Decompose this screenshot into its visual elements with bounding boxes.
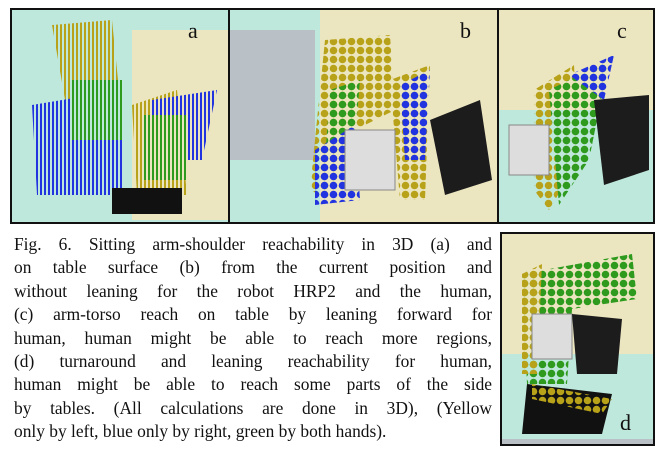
panel-label: a <box>188 18 198 44</box>
human <box>572 314 622 374</box>
panel-label: c <box>617 18 627 44</box>
box <box>345 130 395 190</box>
caption: Fig. 6. Sitting arm-shoulder reachabilit… <box>14 233 492 444</box>
page: a b c d Fig. 6. Sitting arm-shoulder rea… <box>0 0 658 449</box>
caption-line: human, human might be able to reach more… <box>14 327 492 350</box>
panel-label: d <box>620 410 631 436</box>
reach-green <box>72 80 122 140</box>
caption-line: by tables. (All calculations are done in… <box>14 397 492 420</box>
panel-b: b <box>228 8 499 224</box>
scene-b <box>230 10 499 224</box>
panel-a: a <box>10 8 230 224</box>
box <box>509 125 549 175</box>
caption-line: human might be able to reach some parts … <box>14 373 492 396</box>
object <box>112 188 182 214</box>
robot <box>230 30 315 160</box>
caption-line: (c) arm-torso reach on table by leaning … <box>14 303 492 326</box>
caption-line: only by left, blue only by right, green … <box>14 420 492 443</box>
reach-green <box>142 115 187 180</box>
floor <box>502 439 655 446</box>
panel-label: b <box>460 18 471 44</box>
scene-d <box>502 234 655 446</box>
panel-d: d <box>500 232 655 446</box>
human <box>594 95 649 185</box>
caption-line: (d) turnaround and leaning reachability … <box>14 350 492 373</box>
scene-c <box>499 10 655 224</box>
caption-line: Fig. 6. Sitting arm-shoulder reachabilit… <box>14 233 492 256</box>
reach-blue <box>400 70 430 160</box>
panel-c: c <box>497 8 655 224</box>
caption-line: without leaning for the robot HRP2 and t… <box>14 280 492 303</box>
caption-line: on table surface (b) from the current po… <box>14 256 492 279</box>
box <box>532 314 572 359</box>
